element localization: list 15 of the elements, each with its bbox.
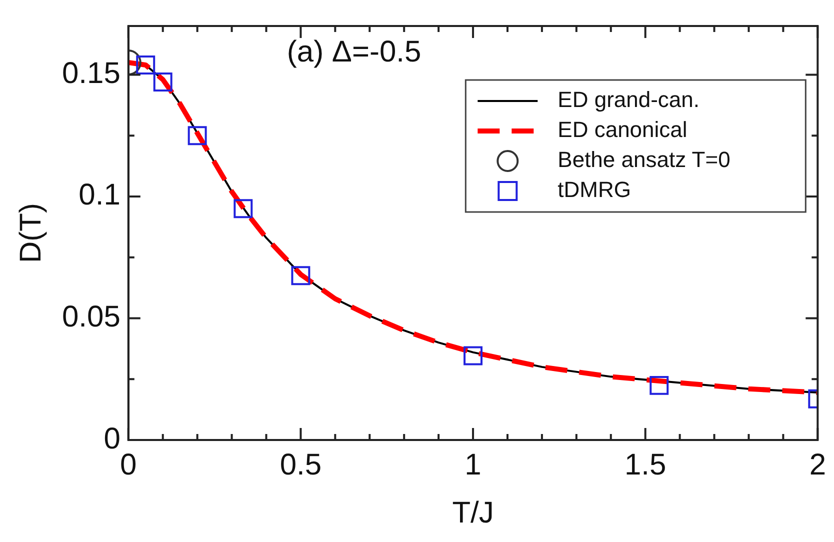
annotation: (a) Δ=-0.5 xyxy=(286,35,422,68)
x-tick-label: 1.5 xyxy=(624,448,666,482)
y-tick-label: 0.15 xyxy=(62,56,120,90)
y-tick-label: 0 xyxy=(104,422,120,456)
legend-label: tDMRG xyxy=(558,177,631,202)
legend-label: ED canonical xyxy=(558,117,688,142)
legend-label: Bethe ansatz T=0 xyxy=(558,147,730,172)
y-axis-title: D(T) xyxy=(14,203,48,263)
x-tick-label: 0.5 xyxy=(280,448,322,482)
y-tick-label: 0.05 xyxy=(62,300,120,334)
legend-label: ED grand-can. xyxy=(558,87,700,112)
x-axis-title: T/J xyxy=(452,496,494,530)
x-tick-label: 2 xyxy=(809,448,826,482)
x-tick-label: 1 xyxy=(464,448,482,482)
y-tick-label: 0.1 xyxy=(78,178,120,212)
